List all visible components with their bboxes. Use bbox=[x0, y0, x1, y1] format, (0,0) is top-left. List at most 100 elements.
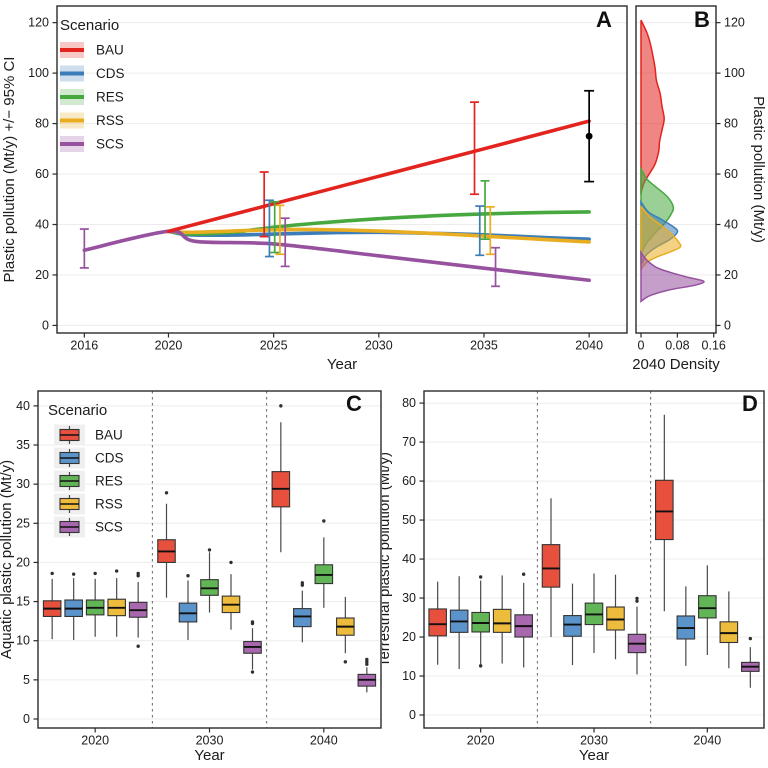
iqr-box bbox=[563, 615, 582, 637]
x-tick-label: 2030 bbox=[365, 339, 393, 353]
box-BAU-2020 bbox=[42, 571, 62, 640]
outlier-point bbox=[300, 581, 305, 585]
y-tick-label: 40 bbox=[402, 552, 416, 566]
box-SCS-2030 bbox=[627, 596, 647, 675]
y-tick-label: 40 bbox=[35, 218, 49, 232]
y-tick-label: 20 bbox=[724, 268, 738, 282]
outlier-point bbox=[300, 583, 305, 587]
y-axis-label: Aquatic plastic pollution (Mt/y) bbox=[0, 460, 15, 659]
legend-item-label: RES bbox=[96, 90, 124, 105]
outlier-point bbox=[478, 575, 483, 579]
y-tick-label: 15 bbox=[16, 595, 30, 609]
legend-item-RES: RES bbox=[60, 89, 124, 105]
outlier-point bbox=[207, 548, 212, 552]
legend-item-label: RES bbox=[95, 474, 123, 489]
ci-bar-SCS bbox=[280, 217, 290, 268]
box-SCS-2020 bbox=[514, 572, 533, 668]
box-RES-2020 bbox=[85, 571, 105, 637]
ci-bar-SCS bbox=[491, 246, 501, 288]
series-line-RSS bbox=[166, 227, 591, 244]
series-line-RES bbox=[166, 210, 591, 236]
legend-item-label: BAU bbox=[96, 43, 124, 58]
y-tick-label: 60 bbox=[724, 167, 738, 181]
outlier-point bbox=[136, 574, 140, 578]
y-tick-label: 0 bbox=[42, 318, 49, 332]
iqr-box bbox=[293, 608, 312, 628]
y-tick-label: 60 bbox=[35, 167, 49, 181]
outlier-point bbox=[748, 636, 753, 641]
panel-label-c: C bbox=[346, 391, 362, 416]
legend-item-RSS: RSS bbox=[60, 112, 124, 129]
y-tick-label: 0 bbox=[23, 712, 30, 726]
x-tick-label: 0.08 bbox=[665, 339, 689, 353]
box-RSS-2040 bbox=[336, 596, 355, 664]
box-RES-2040 bbox=[698, 565, 717, 655]
x-axis-label: Year bbox=[579, 747, 609, 764]
x-axis-label: 2040 Density bbox=[632, 356, 720, 373]
y-tick-label: 5 bbox=[23, 673, 30, 687]
ci-bar-CDS bbox=[475, 205, 485, 257]
legend-item-label: RSS bbox=[95, 497, 123, 512]
legend-item-CDS: CDS bbox=[54, 447, 124, 469]
y-axis-label: Terrestrial plastic pollution (Mt/y) bbox=[382, 452, 393, 667]
y-tick-label: 0 bbox=[724, 318, 731, 332]
box-SCS-2040 bbox=[741, 636, 760, 688]
chart-svg-b: 0 20 40 60 80 100 120 0 0.08 0.16 2040 Density Plas… bbox=[632, 5, 767, 373]
box-BAU-2020 bbox=[428, 581, 447, 665]
x-tick-label: 2020 bbox=[81, 734, 109, 748]
iqr-box bbox=[492, 608, 512, 633]
box-CDS-2030 bbox=[178, 574, 198, 640]
panel-label-b: B bbox=[694, 7, 710, 32]
outlier-point bbox=[136, 571, 140, 576]
box-RSS-2030 bbox=[606, 574, 625, 660]
box-RES-2020 bbox=[471, 575, 490, 668]
y-tick-label: 120 bbox=[724, 16, 745, 30]
y-tick-label: 20 bbox=[16, 555, 30, 569]
box-CDS-2020 bbox=[449, 576, 469, 670]
ci-bar-RSS bbox=[275, 204, 285, 256]
x-tick-label: 0 bbox=[638, 339, 645, 353]
box-BAU-2030 bbox=[157, 491, 176, 598]
outlier-point bbox=[250, 620, 255, 624]
legend-item-SCS: SCS bbox=[60, 136, 124, 152]
iqr-box bbox=[541, 544, 561, 588]
box-RSS-2020 bbox=[492, 575, 512, 664]
box-BAU-2040 bbox=[271, 404, 291, 553]
box-BAU-2030 bbox=[541, 498, 561, 638]
ci-bar-BAU bbox=[470, 101, 480, 196]
box-RES-2040 bbox=[314, 519, 334, 608]
outlier-point bbox=[136, 644, 140, 648]
legend-item-label: CDS bbox=[95, 451, 124, 466]
box-RES-2030 bbox=[200, 548, 219, 613]
x-tick-label: 2020 bbox=[155, 339, 183, 353]
legend-item-label: CDS bbox=[96, 66, 125, 81]
observed-point bbox=[585, 132, 593, 140]
iqr-box bbox=[698, 595, 717, 619]
panel-c-aquatic-boxplots: 0 5 10 15 20 25 30 35 40 2020 2030 2040 Year Aquatic … bbox=[0, 378, 382, 768]
ci-bar-RES bbox=[270, 200, 280, 254]
x-axis-label: Year bbox=[194, 747, 224, 764]
legend-item-SCS: SCS bbox=[54, 516, 123, 538]
outlier-point bbox=[186, 574, 190, 578]
y-tick-label: 30 bbox=[402, 591, 416, 605]
ci-bar-CDS bbox=[264, 199, 274, 258]
outlier-point bbox=[229, 560, 233, 565]
outlier-point bbox=[478, 664, 483, 668]
legend-title: Scenario bbox=[60, 17, 119, 34]
y-tick-label: 60 bbox=[402, 474, 416, 488]
legend-item-CDS: CDS bbox=[60, 65, 125, 82]
box-BAU-2040 bbox=[655, 414, 674, 612]
legend-item-RSS: RSS bbox=[54, 493, 123, 515]
outlier-point bbox=[365, 657, 369, 662]
x-tick-label: 2020 bbox=[467, 734, 495, 748]
y-tick-label: 30 bbox=[16, 477, 30, 491]
outlier-point bbox=[635, 596, 639, 601]
ci-bar-SCS bbox=[79, 228, 89, 269]
x-tick-label: 2040 bbox=[310, 734, 338, 748]
legend-title: Scenario bbox=[48, 402, 107, 419]
box-SCS-2030 bbox=[243, 620, 262, 674]
legend-item-label: BAU bbox=[95, 428, 123, 443]
y-tick-label: 35 bbox=[16, 438, 30, 452]
